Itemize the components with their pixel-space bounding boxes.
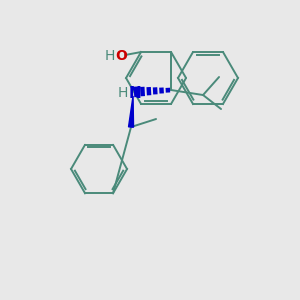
Text: H: H [118, 86, 128, 100]
Text: H: H [105, 49, 115, 63]
Text: O: O [115, 49, 127, 63]
Polygon shape [128, 96, 134, 127]
Text: N: N [129, 85, 141, 100]
